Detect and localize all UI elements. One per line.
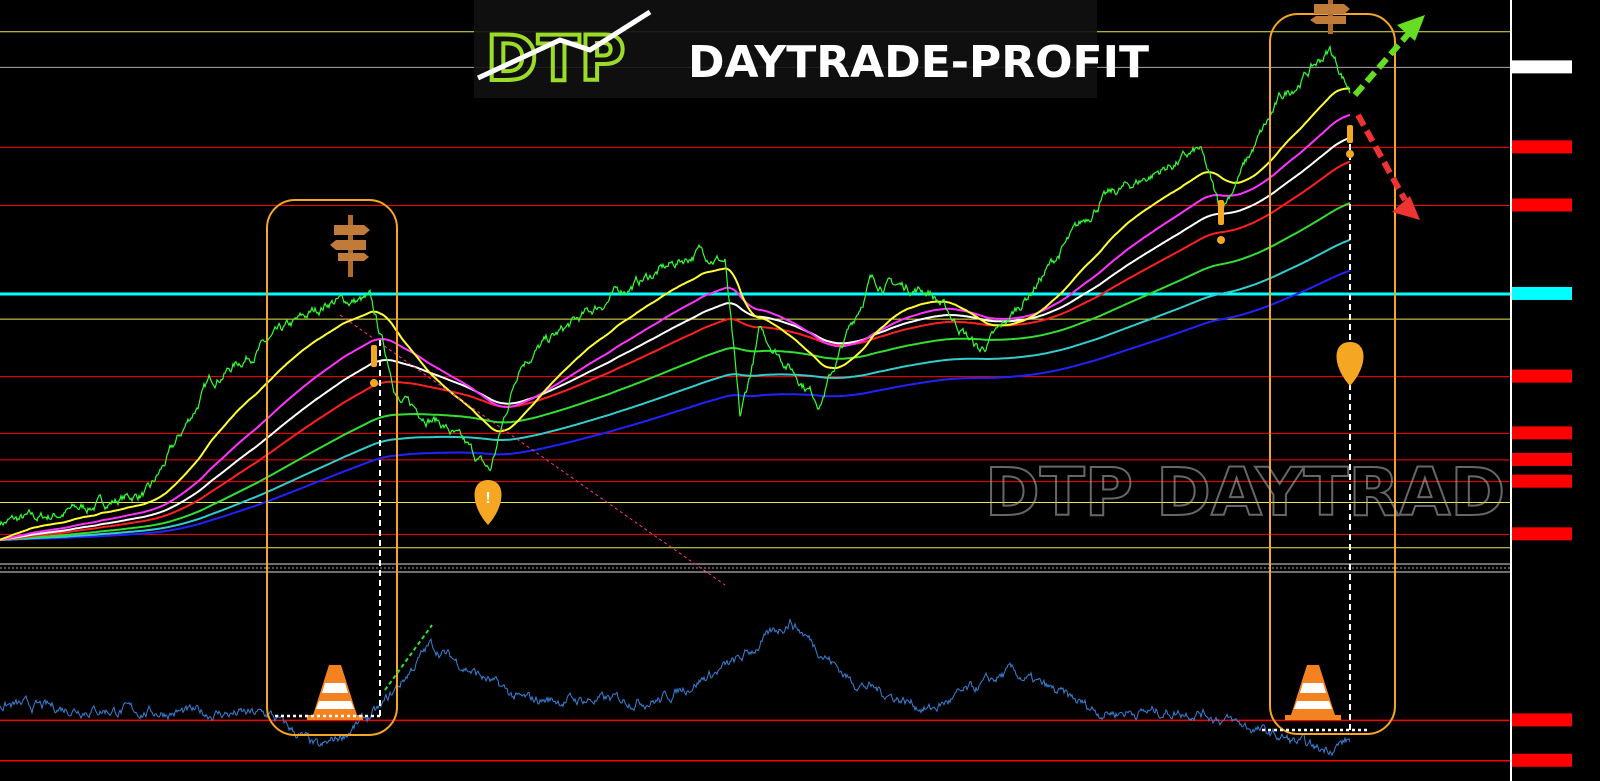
oscillator-level-tag <box>1512 753 1572 767</box>
horizontal-levels <box>0 31 1511 762</box>
level-tag <box>1512 60 1572 74</box>
bullish-arrow-head <box>1397 15 1425 41</box>
level-tag <box>1512 527 1572 541</box>
moving-average-ma3 <box>0 136 1351 541</box>
highlight-box-right <box>1269 13 1396 735</box>
oscillator-line <box>0 617 1351 757</box>
warning-marker-icon: ! <box>370 125 1364 525</box>
highlight-box-left <box>266 199 398 736</box>
logo-mark: DTP <box>486 22 625 95</box>
level-tag <box>1512 198 1572 212</box>
price-line <box>0 44 1351 527</box>
traffic-cone-icon <box>1285 665 1341 720</box>
watermark: DTP DAYTRADE-PROFIT <box>984 453 1600 532</box>
oscillator-level-tag <box>1512 713 1572 727</box>
level-tag <box>1512 426 1572 440</box>
logo-banner: DTP DAYTRADE-PROFIT <box>474 0 1149 98</box>
bullish-arrow <box>1352 30 1413 97</box>
traffic-cone-icon <box>307 665 363 720</box>
bearish-arrow-head <box>1392 196 1420 220</box>
logo-arrow-icon <box>476 9 652 81</box>
series-group <box>0 44 1351 757</box>
up-arrow-small <box>384 624 433 691</box>
annotations: ! <box>266 0 1425 736</box>
moving-average-ma7 <box>0 269 1351 541</box>
signpost-icon <box>330 215 370 277</box>
level-tag <box>1512 286 1572 300</box>
trend-line <box>339 314 726 586</box>
moving-average-ma5 <box>0 201 1351 541</box>
moving-average-ma2 <box>0 113 1351 541</box>
level-tag <box>1512 452 1572 466</box>
logo-text: DAYTRADE-PROFIT <box>688 37 1149 88</box>
bearish-arrow <box>1355 113 1408 202</box>
watermark-text: DTP DAYTRADE-PROFIT <box>985 454 1600 531</box>
level-tag <box>1512 474 1572 488</box>
signpost-icon <box>1310 0 1350 34</box>
moving-average-ma6 <box>0 238 1351 541</box>
svg-text:!: ! <box>485 490 490 507</box>
level-tag <box>1512 140 1572 154</box>
price-axis <box>1510 0 1600 781</box>
moving-average-ma1 <box>0 87 1351 541</box>
moving-average-ma4 <box>0 160 1351 541</box>
level-tag <box>1512 369 1572 383</box>
level-tags <box>1512 60 1572 767</box>
